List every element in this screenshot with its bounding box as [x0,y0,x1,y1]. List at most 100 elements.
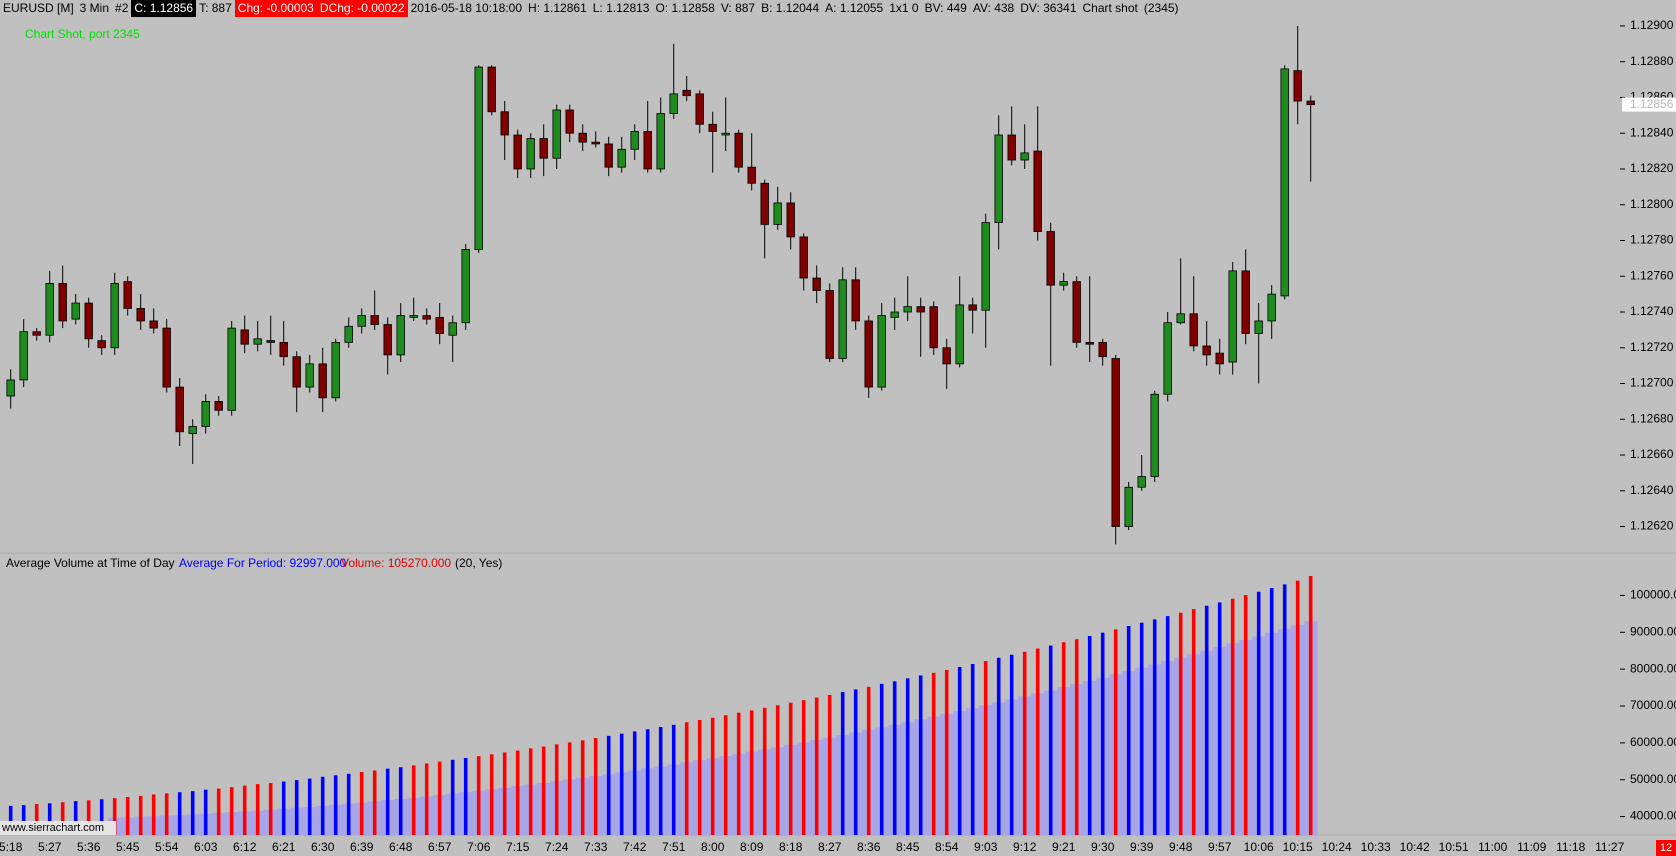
x-tick-label: 7:15 [506,840,530,854]
candle-body [32,331,41,336]
candle-body [227,327,236,411]
candle-body [903,306,912,313]
candle-body [1306,100,1315,106]
volume-bar [944,669,949,835]
status-text: 12 [1660,842,1672,854]
volume-bar [515,750,520,835]
volume-bar [190,791,195,835]
candle-body [409,315,418,318]
x-tick-label: 6:48 [389,840,413,854]
last-price-label: 1.12856 [1630,97,1674,111]
trades-field: T: 887 [199,1,232,15]
candle-body [604,143,613,168]
volume-bar [1191,609,1196,835]
y-tick-label: 90000.00 [1630,624,1676,638]
volume-bar [1048,645,1053,835]
daily-volume-field: DV: 36341 [1020,1,1077,15]
candle-body [188,426,197,434]
volume-bar [801,700,806,835]
candle-body [1085,341,1094,345]
candle-body [370,315,379,325]
x-tick-label: 9:57 [1208,840,1232,854]
x-tick-label: 9:48 [1169,840,1193,854]
volume-bar [333,775,338,835]
candle-body [318,363,327,399]
volume-bar [1087,635,1092,835]
volume-bar [1282,584,1287,835]
volume-bar [814,697,819,835]
status-box [1656,840,1676,856]
x-tick-label: 5:18 [0,840,23,854]
y-tick-label: 1.12680 [1630,411,1674,425]
candle-body [201,400,210,427]
y-tick-label: 100000.00 [1630,588,1676,602]
volume-bar [21,805,26,835]
x-tick-label: 7:06 [467,840,491,854]
volume-bar [983,661,988,835]
candle-body [1293,70,1302,102]
candle-body [1202,345,1211,356]
candle-body [1241,270,1250,334]
x-tick-label: 6:03 [194,840,218,854]
candle-body [630,131,639,150]
candle-body [19,331,28,381]
candle-body [942,347,951,365]
x-tick-label: 6:21 [272,840,296,854]
volume-bar [502,752,507,835]
candle-body [851,279,860,322]
candle-body [526,138,535,170]
volume-bar [905,678,910,835]
volume-bar [34,804,39,835]
x-tick-label: 9:30 [1091,840,1115,854]
candle-body [1280,68,1289,297]
x-tick-label: 10:33 [1361,840,1391,854]
volume-bar [294,780,299,835]
volume-bar [970,663,975,835]
legend-entry: Volume: 105270.000 [341,556,451,570]
volume-bar [177,792,182,835]
candle-body [97,340,106,349]
volume-bar [60,802,65,835]
x-tick-label: 9:03 [974,840,998,854]
x-tick-label: 6:12 [233,840,257,854]
candle-body [734,132,743,168]
volume-bar [164,793,169,835]
volume-bar [1152,619,1157,835]
candle-body [1111,358,1120,527]
volume-bar [1178,612,1183,835]
volume-bar [1139,622,1144,835]
candle-body [981,222,990,311]
candle-body [149,320,158,329]
volume-bar [1035,648,1040,835]
volume-bar [307,778,312,835]
volume-bar [1204,605,1209,835]
change-field: Chg: -0.00003 [234,0,317,17]
candle-body [175,386,184,433]
candle-body [45,282,54,336]
candle-body [1254,320,1263,334]
candle-body [838,279,847,359]
candle-body [617,148,626,168]
legend-entry: Average For Period: 92997.000 [179,556,347,570]
y-tick-label: 1.12780 [1630,233,1674,247]
candle-body [1163,322,1172,395]
volume-bar [1165,616,1170,835]
interval: 3 Min [79,1,110,15]
candle-body [1228,270,1237,363]
candle-body [578,132,587,143]
x-tick-label: 9:12 [1013,840,1037,854]
volume-bar [346,773,351,835]
volume-bar [931,672,936,835]
candle-body [539,138,548,159]
volume-bar [892,681,897,835]
candle-body [396,315,405,356]
candle-body [812,277,821,291]
volume-bar [684,722,689,835]
candle-body [1176,313,1185,324]
y-tick-label: 50000.00 [1630,772,1676,786]
volume-bar [1113,629,1118,835]
y-tick-label: 1.12700 [1630,376,1674,390]
volume-bar [463,757,468,835]
candle-body [123,281,132,309]
